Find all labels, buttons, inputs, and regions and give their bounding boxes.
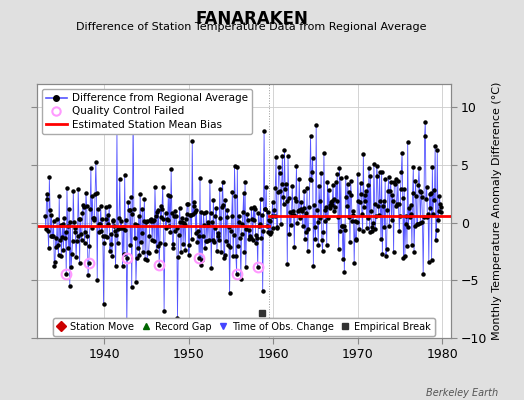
Text: FANARAKEN: FANARAKEN [195, 10, 308, 28]
Legend: Station Move, Record Gap, Time of Obs. Change, Empirical Break: Station Move, Record Gap, Time of Obs. C… [53, 318, 434, 336]
Text: Berkeley Earth: Berkeley Earth [425, 388, 498, 398]
Text: Difference of Station Temperature Data from Regional Average: Difference of Station Temperature Data f… [77, 22, 427, 32]
Y-axis label: Monthly Temperature Anomaly Difference (°C): Monthly Temperature Anomaly Difference (… [492, 82, 501, 340]
